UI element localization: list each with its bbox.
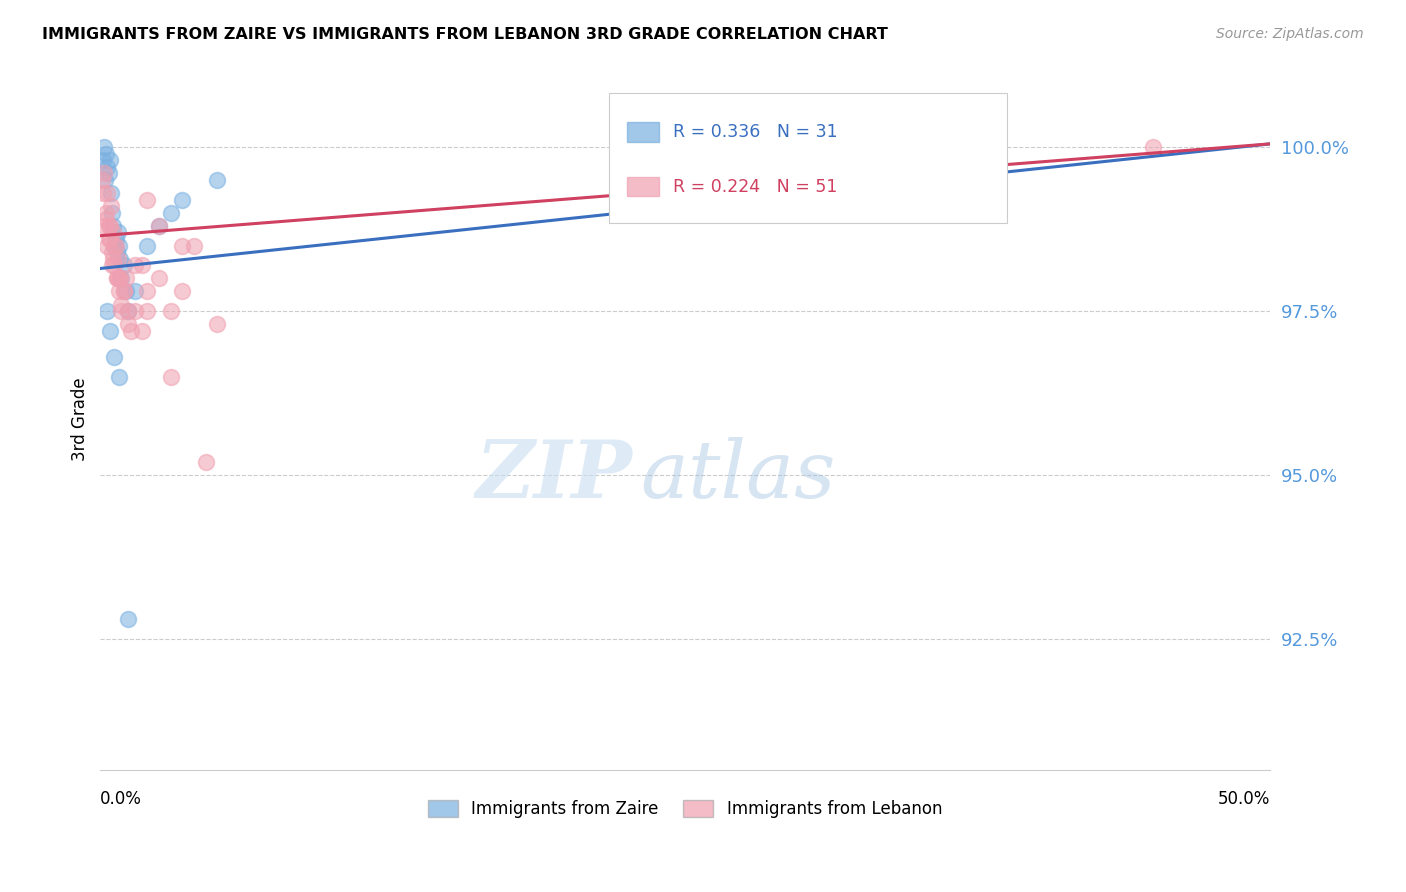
- Text: R = 0.336   N = 31: R = 0.336 N = 31: [673, 123, 838, 141]
- Point: [115, 285, 138, 299]
- Point: [110, 297, 132, 311]
- FancyBboxPatch shape: [627, 177, 659, 196]
- Point: [117, 612, 139, 626]
- Point: [93, 166, 115, 180]
- Point: [94, 173, 117, 187]
- Point: [117, 317, 139, 331]
- Point: [91, 153, 114, 168]
- Point: [96, 212, 118, 227]
- Point: [98, 153, 121, 168]
- Point: [96, 206, 118, 220]
- Point: [159, 369, 181, 384]
- Point: [159, 206, 181, 220]
- Point: [124, 258, 146, 272]
- Text: IMMIGRANTS FROM ZAIRE VS IMMIGRANTS FROM LEBANON 3RD GRADE CORRELATION CHART: IMMIGRANTS FROM ZAIRE VS IMMIGRANTS FROM…: [42, 27, 889, 42]
- Point: [96, 160, 118, 174]
- Point: [103, 238, 125, 252]
- Point: [90, 173, 112, 187]
- Point: [96, 186, 118, 200]
- Point: [112, 258, 135, 272]
- Point: [110, 304, 132, 318]
- Point: [124, 304, 146, 318]
- Point: [207, 317, 229, 331]
- Legend: Immigrants from Zaire, Immigrants from Lebanon: Immigrants from Zaire, Immigrants from L…: [420, 793, 949, 825]
- Point: [98, 232, 121, 246]
- Point: [112, 285, 135, 299]
- Point: [97, 219, 120, 233]
- Text: ZIP: ZIP: [475, 436, 633, 514]
- Point: [103, 226, 125, 240]
- Y-axis label: 3rd Grade: 3rd Grade: [72, 377, 89, 461]
- Point: [107, 252, 129, 266]
- Point: [97, 166, 120, 180]
- Point: [101, 245, 124, 260]
- Point: [94, 219, 117, 233]
- Point: [136, 285, 159, 299]
- FancyBboxPatch shape: [627, 122, 659, 142]
- Text: Source: ZipAtlas.com: Source: ZipAtlas.com: [1216, 27, 1364, 41]
- Point: [117, 304, 139, 318]
- Point: [183, 238, 205, 252]
- Point: [91, 186, 114, 200]
- Point: [96, 304, 118, 318]
- Point: [136, 304, 159, 318]
- Point: [103, 238, 125, 252]
- Point: [98, 219, 121, 233]
- Point: [107, 226, 129, 240]
- Point: [103, 350, 125, 364]
- Point: [108, 271, 131, 285]
- Point: [104, 238, 127, 252]
- Point: [96, 238, 118, 252]
- Point: [101, 258, 124, 272]
- Point: [159, 304, 181, 318]
- Point: [115, 271, 138, 285]
- Point: [172, 285, 194, 299]
- Point: [104, 232, 127, 246]
- Point: [103, 252, 125, 266]
- Point: [93, 140, 115, 154]
- Text: atlas: atlas: [641, 436, 837, 514]
- Point: [108, 238, 131, 252]
- Point: [172, 238, 194, 252]
- Point: [110, 252, 132, 266]
- Point: [136, 238, 159, 252]
- Point: [207, 173, 229, 187]
- Text: 0.0%: 0.0%: [100, 789, 142, 807]
- Point: [98, 324, 121, 338]
- Point: [110, 271, 132, 285]
- Text: R = 0.224   N = 51: R = 0.224 N = 51: [673, 178, 838, 195]
- Point: [105, 271, 128, 285]
- Point: [120, 324, 142, 338]
- Point: [108, 285, 131, 299]
- Point: [131, 258, 153, 272]
- Point: [103, 258, 125, 272]
- Point: [136, 193, 159, 207]
- Point: [148, 219, 170, 233]
- Point: [103, 219, 125, 233]
- Point: [148, 271, 170, 285]
- Point: [1142, 140, 1164, 154]
- Point: [105, 271, 128, 285]
- Point: [172, 193, 194, 207]
- Point: [131, 324, 153, 338]
- FancyBboxPatch shape: [609, 93, 1007, 223]
- Point: [124, 285, 146, 299]
- Point: [100, 186, 122, 200]
- Text: 50.0%: 50.0%: [1218, 789, 1270, 807]
- Point: [100, 199, 122, 213]
- Point: [112, 285, 135, 299]
- Point: [96, 146, 118, 161]
- Point: [108, 369, 131, 384]
- Point: [97, 232, 120, 246]
- Point: [110, 271, 132, 285]
- Point: [148, 219, 170, 233]
- Point: [101, 206, 124, 220]
- Point: [117, 304, 139, 318]
- Point: [105, 245, 128, 260]
- Point: [194, 455, 217, 469]
